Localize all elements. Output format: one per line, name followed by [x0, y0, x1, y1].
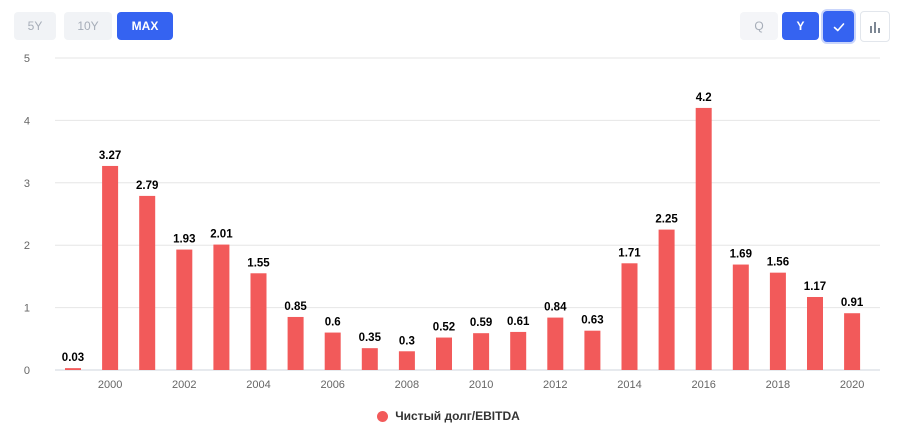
x-tick-label: 2008: [395, 379, 419, 391]
x-tick-label: 2002: [172, 379, 196, 391]
legend-label: Чистый долг/EBITDA: [395, 409, 520, 423]
x-tick-label: 2012: [543, 379, 567, 391]
y-tick-label: 5: [24, 53, 30, 65]
bar-value-label: 1.69: [730, 249, 752, 261]
bar-value-label: 2.79: [136, 180, 158, 192]
bar: [510, 331, 527, 370]
period-quarter-button[interactable]: Q: [740, 12, 778, 40]
bar: [807, 296, 823, 370]
bar-value-label: 0.03: [62, 352, 84, 364]
bar: [65, 368, 81, 370]
range-10y-button[interactable]: 10Y: [64, 12, 112, 40]
y-tick-label: 3: [24, 178, 30, 190]
bar-value-label: 0.84: [544, 302, 567, 314]
bar: [769, 272, 786, 370]
x-tick-label: 2000: [98, 379, 122, 391]
x-tick-label: 2016: [691, 379, 715, 391]
x-tick-label: 2010: [469, 379, 493, 391]
bar: [176, 249, 193, 370]
y-tick-label: 0: [24, 365, 30, 377]
bar: [732, 264, 749, 370]
bar-value-label: 0.61: [507, 316, 530, 328]
bar-value-label: 0.91: [841, 297, 864, 309]
y-tick-label: 4: [24, 115, 30, 127]
bar: [695, 107, 712, 371]
bar-value-label: 0.6: [325, 317, 341, 329]
bar: [139, 195, 156, 370]
bar-value-label: 2.25: [655, 214, 678, 226]
x-tick-label: 2004: [246, 379, 270, 391]
bar-value-label: 1.93: [173, 234, 195, 246]
y-tick-label: 1: [24, 303, 30, 315]
bar: [361, 348, 378, 370]
bar: [621, 263, 638, 370]
check-icon: [833, 22, 844, 31]
chart-type-button[interactable]: [860, 11, 890, 42]
bar: [398, 351, 415, 370]
bar-value-label: 0.63: [581, 315, 603, 327]
bar-value-label: 1.55: [247, 257, 270, 269]
bar: [324, 332, 341, 370]
bar-chart-icon: [870, 21, 880, 33]
x-tick-label: 2020: [840, 379, 864, 391]
bar: [102, 165, 119, 370]
bar-value-label: 0.52: [433, 322, 455, 334]
bar: [250, 273, 267, 370]
bar-value-label: 1.56: [767, 257, 789, 269]
bar: [436, 337, 452, 370]
bar: [844, 313, 861, 370]
range-5y-button[interactable]: 5Y: [14, 12, 56, 40]
bar-value-label: 0.85: [284, 301, 307, 313]
bar-value-label: 1.71: [618, 247, 641, 259]
confirm-button[interactable]: [823, 11, 854, 42]
x-tick-label: 2014: [617, 379, 641, 391]
bar-chart: 0 1 2 3 4 5 0.03 3.27 2.79 1.93 2.01 1.55 0.85 0.6 0.3…: [24, 53, 880, 391]
y-tick-label: 2: [24, 240, 30, 252]
legend-marker: [377, 410, 389, 422]
bar: [547, 317, 564, 370]
bar: [584, 330, 601, 370]
range-max-button[interactable]: MAX: [117, 12, 173, 40]
period-year-button[interactable]: Y: [782, 12, 819, 40]
bar-value-label: 2.01: [210, 229, 233, 241]
bar: [213, 244, 230, 370]
bar-value-label: 4.2: [696, 92, 712, 104]
bar-value-label: 0.3: [399, 335, 415, 347]
bar: [287, 316, 304, 370]
x-tick-label: 2006: [320, 379, 344, 391]
bar-value-label: 3.27: [99, 150, 121, 162]
bar: [473, 333, 490, 370]
bar: [658, 229, 675, 370]
legend[interactable]: Чистый долг/EBITDA: [0, 409, 897, 423]
x-tick-label: 2018: [766, 379, 790, 391]
bar-value-label: 0.59: [470, 317, 492, 329]
bar-value-label: 0.35: [359, 332, 382, 344]
bar-value-label: 1.17: [804, 281, 826, 293]
